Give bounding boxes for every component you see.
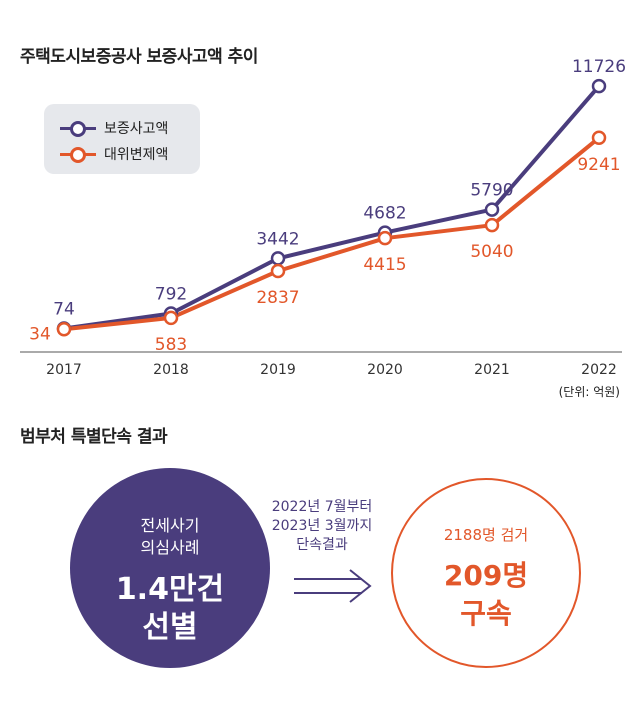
arrest-big-line2: 구속	[460, 597, 512, 630]
data-point	[484, 217, 500, 233]
legend-marker-icon	[60, 121, 96, 137]
data-label: 5040	[470, 242, 513, 262]
period-line1: 2022년 7월부터	[271, 499, 373, 515]
left-big-line2: 선별	[142, 610, 198, 645]
data-label: 583	[155, 335, 187, 355]
data-label: 4415	[363, 255, 406, 275]
x-tick-label: 2022	[581, 362, 617, 378]
legend-label: 대위변제액	[104, 147, 169, 163]
chart-legend: 보증사고액 대위변제액	[44, 104, 200, 174]
unit-note: (단위: 억원)	[558, 385, 620, 399]
data-label: 9241	[577, 155, 620, 175]
series-line	[63, 84, 601, 331]
data-label: 2837	[256, 288, 299, 308]
data-point	[591, 78, 607, 94]
data-label: 792	[155, 285, 187, 305]
data-point	[591, 130, 607, 146]
arrest-big-line1: 209명	[443, 559, 529, 592]
x-tick-label: 2018	[153, 362, 189, 378]
data-point	[270, 251, 286, 266]
data-point	[163, 310, 179, 326]
left-caption-line2: 의심사례	[140, 538, 200, 557]
data-point	[56, 322, 72, 337]
left-big-line1: 1.4만건	[115, 572, 225, 607]
x-tick-label: 2019	[260, 362, 296, 378]
arrest-result-circle: 2188명 검거 209명 구속	[391, 478, 581, 668]
series-line	[63, 136, 601, 332]
data-label: 34	[29, 324, 51, 344]
legend-item-guarantee-accident: 보증사고액	[60, 118, 168, 138]
line-chart: 2017 2018 2019 2020 2021 2022 74 792 3442 4682 579…	[20, 57, 626, 378]
period-line3: 단속결과	[296, 537, 348, 553]
data-point	[270, 263, 286, 279]
x-tick-label: 2021	[474, 362, 510, 378]
data-label: 4682	[363, 204, 406, 224]
data-point	[484, 202, 500, 217]
x-tick-label: 2020	[367, 362, 403, 378]
caught-count: 2188명 검거	[443, 526, 529, 544]
legend-marker-icon	[60, 147, 96, 163]
legend-item-subrogation: 대위변제액	[60, 144, 168, 164]
suspected-cases-circle: 전세사기 의심사례 1.4만건 선별	[70, 468, 270, 668]
x-tick-label: 2017	[46, 362, 82, 378]
data-label: 74	[53, 299, 75, 319]
data-point	[377, 230, 393, 246]
period-line2: 2023년 3월까지	[271, 518, 373, 534]
legend-label: 보증사고액	[104, 121, 169, 137]
period-text: 2022년 7월부터 2023년 3월까지 단속결과	[262, 498, 382, 555]
data-label: 3442	[256, 229, 299, 249]
data-label: 5790	[470, 181, 513, 201]
data-label: 11726	[572, 57, 626, 77]
chart-title: 주택도시보증공사 보증사고액 추이	[20, 47, 258, 67]
crackdown-title: 범부처 특별단속 결과	[20, 427, 168, 447]
left-caption-line1: 전세사기	[140, 516, 200, 535]
right-arrow-icon	[294, 569, 372, 603]
